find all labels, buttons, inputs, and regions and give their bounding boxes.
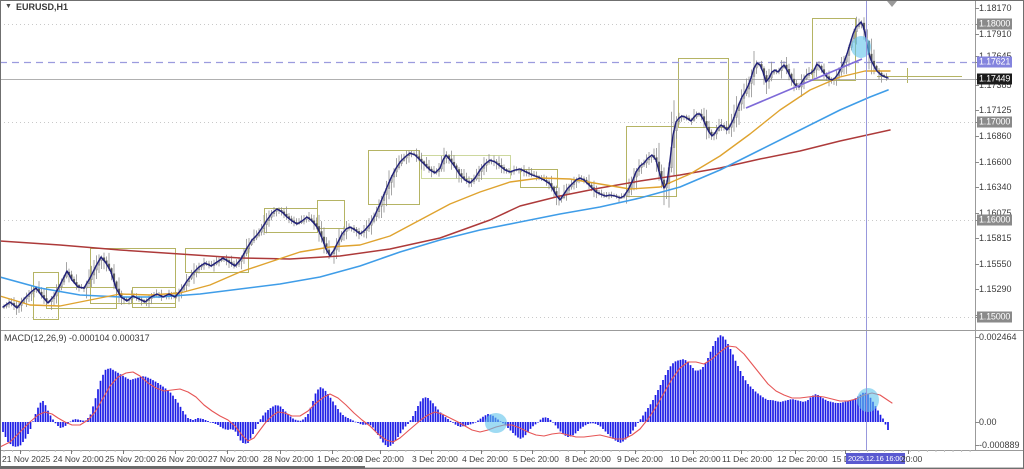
price-level-badge: 1.17000 (977, 116, 1013, 128)
price-tick-label: 1.15815 (979, 233, 1012, 243)
macd-tick-label: 0.002464 (979, 332, 1017, 342)
time-tick-label: 27 Nov 20:00 (208, 454, 259, 464)
time-tick-label: 2 Dec 20:00 (358, 454, 404, 464)
price-tick-label: 1.17910 (979, 29, 1012, 39)
time-tick-label: 4 Dec 20:00 (462, 454, 508, 464)
time-tick-label: 26 Nov 20:00 (157, 454, 208, 464)
chart-title-bar: ▼ EURUSD,H1 (5, 2, 68, 12)
price-tick-label: 1.17645 (979, 51, 1012, 61)
price-level-badge: 1.18000 (977, 18, 1013, 30)
time-tick-label: 21 Nov 2025 (2, 454, 51, 464)
price-tick-label: 1.16340 (979, 182, 1012, 192)
time-tick-label: 24 Nov 20:00 (53, 454, 104, 464)
price-tick-label: 1.15290 (979, 284, 1012, 294)
time-tick-label: 28 Nov 20:00 (263, 454, 314, 464)
time-tick-label: 11 Dec 20:00 (722, 454, 772, 464)
time-tick-label: 12 Dec 20:00 (777, 454, 828, 464)
price-tick-label: 1.18170 (979, 3, 1012, 13)
collapse-triangle-icon[interactable]: ▼ (5, 3, 12, 10)
time-tick-label: 9 Dec 20:00 (617, 454, 663, 464)
macd-tick-label: 0.00 (979, 417, 997, 427)
time-tick-label: 5 Dec 20:00 (513, 454, 559, 464)
time-highlight-badge: 2025.12.16 16:00 (846, 453, 906, 464)
symbol-timeframe-label: EURUSD,H1 (15, 2, 68, 12)
price-level-badge: 1.15000 (977, 311, 1013, 323)
price-level-badge: 1.16000 (977, 214, 1013, 226)
price-tick-label: 1.16075 (979, 208, 1012, 218)
price-tick-label: 1.17385 (979, 80, 1012, 90)
price-tick-label: 1.15550 (979, 259, 1012, 269)
time-tick-label: 15 D (832, 454, 850, 464)
time-tick-label: 20:00 (901, 454, 923, 464)
time-tick-label: 10 Dec 20:00 (670, 454, 721, 464)
time-tick-label: 1 Dec 20:00 (317, 454, 363, 464)
time-axis[interactable]: 21 Nov 2025 24 Nov 20:00 25 Nov 20:00 26 No… (0, 450, 1024, 466)
macd-indicator-label: MACD(12,26,9) -0.000104 0.000317 (4, 333, 150, 343)
macd-tick-label: -0.000889 (979, 440, 1020, 450)
time-tick-label: 8 Dec 20:00 (565, 454, 611, 464)
price-level-badge: 1.17449 (977, 73, 1013, 85)
price-tick-label: 1.16860 (979, 131, 1012, 141)
time-tick-label: 25 Nov 20:00 (105, 454, 156, 464)
price-tick-label: 1.17125 (979, 105, 1012, 115)
price-level-badge: 1.17621 (977, 56, 1013, 68)
time-tick-label: 3 Dec 20:00 (412, 454, 458, 464)
price-tick-label: 1.16600 (979, 157, 1012, 167)
